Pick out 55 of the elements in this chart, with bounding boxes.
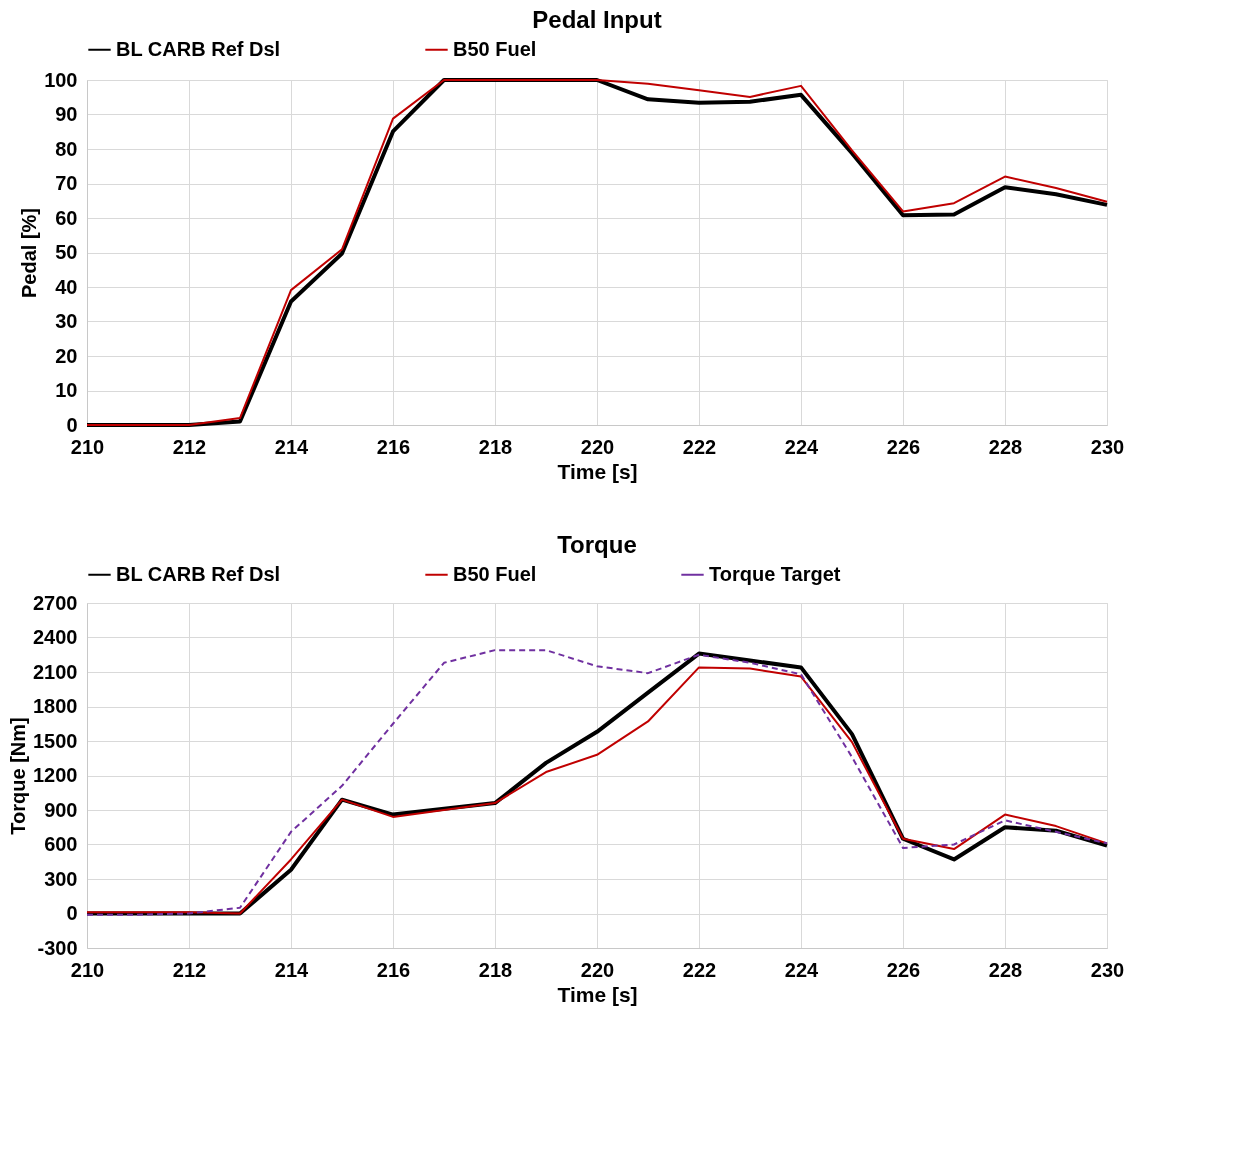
- x-tick-label: 216: [376, 435, 411, 458]
- x-tick-label: 226: [886, 435, 921, 458]
- x-tick-label: 214: [274, 958, 310, 981]
- x-tick-label: 212: [172, 958, 207, 981]
- x-tick-label: 230: [1090, 435, 1125, 458]
- legend-label: BL CARB Ref Dsl: [116, 37, 281, 60]
- y-tick-label: 900: [44, 798, 78, 821]
- y-tick-label: 0: [66, 902, 78, 924]
- y-tick-label: 30: [55, 310, 78, 332]
- x-tick-label: 224: [784, 435, 820, 458]
- y-tick-label: -300: [37, 936, 78, 959]
- y-axis-title: Torque [Nm]: [7, 717, 30, 835]
- y-tick-label: 10: [55, 379, 78, 401]
- x-tick-label: 210: [70, 958, 105, 981]
- y-tick-label: 90: [55, 103, 78, 125]
- x-tick-label: 228: [988, 958, 1023, 981]
- x-tick-label: 212: [172, 435, 207, 458]
- y-tick-label: 80: [55, 137, 78, 160]
- legend-label: B50 Fuel: [453, 37, 537, 60]
- legend-label: Torque Target: [709, 562, 841, 585]
- y-tick-label: 1500: [33, 729, 78, 752]
- x-tick-label: 230: [1090, 958, 1125, 981]
- x-tick-label: 222: [682, 435, 717, 458]
- x-axis-title: Time [s]: [557, 982, 638, 1006]
- y-tick-label: 2100: [33, 660, 78, 683]
- x-tick-label: 222: [682, 958, 717, 981]
- y-tick-label: 100: [44, 68, 78, 91]
- y-tick-label: 60: [55, 206, 78, 229]
- y-tick-label: 2700: [33, 591, 78, 614]
- x-tick-label: 218: [478, 435, 513, 458]
- x-tick-label: 220: [580, 958, 615, 981]
- chart-title: Torque: [557, 531, 637, 558]
- legend-label: BL CARB Ref Dsl: [116, 562, 281, 585]
- y-tick-label: 1800: [33, 695, 78, 717]
- y-tick-label: 40: [55, 275, 78, 298]
- y-tick-label: 50: [55, 241, 78, 263]
- x-tick-label: 216: [376, 958, 411, 981]
- x-tick-label: 218: [478, 958, 513, 981]
- y-tick-label: 0: [66, 413, 78, 436]
- y-tick-label: 70: [55, 172, 78, 194]
- y-tick-label: 300: [44, 867, 78, 890]
- y-tick-label: 20: [55, 344, 78, 367]
- x-tick-label: 210: [70, 435, 105, 458]
- x-tick-label: 228: [988, 435, 1023, 458]
- legend-label: B50 Fuel: [453, 562, 537, 585]
- chart-title: Pedal Input: [532, 6, 662, 33]
- y-tick-label: 600: [44, 833, 78, 855]
- x-tick-label: 226: [886, 958, 921, 981]
- y-axis-title: Pedal [%]: [18, 207, 41, 299]
- x-tick-label: 220: [580, 435, 615, 458]
- y-tick-label: 2400: [33, 626, 78, 648]
- y-tick-label: 1200: [33, 764, 78, 786]
- x-tick-label: 214: [274, 435, 310, 458]
- x-axis-title: Time [s]: [557, 459, 638, 483]
- x-tick-label: 224: [784, 958, 820, 981]
